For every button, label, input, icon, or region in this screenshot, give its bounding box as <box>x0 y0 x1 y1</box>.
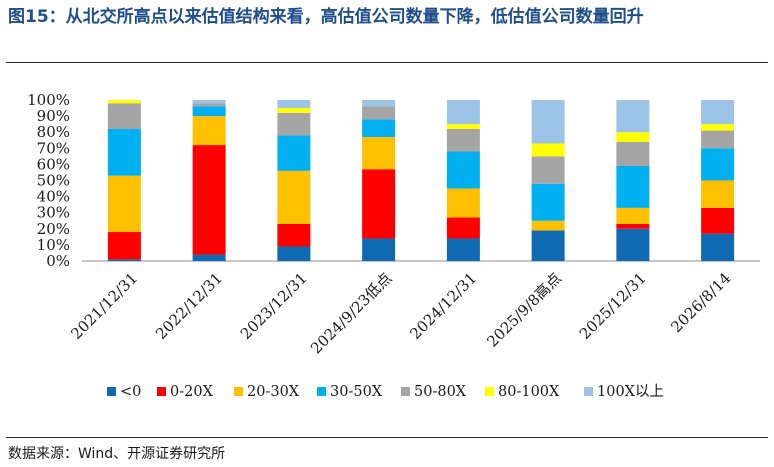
bar-segment <box>531 220 565 231</box>
legend-swatch <box>234 387 243 396</box>
bar-segment <box>362 100 396 107</box>
bar-segment <box>362 119 396 138</box>
y-tick-label: 30% <box>37 204 70 222</box>
bar-segment <box>192 116 226 146</box>
y-tick-label: 100% <box>27 91 70 109</box>
bar-segment <box>192 106 226 117</box>
legend-swatch <box>485 387 494 396</box>
bar-segment <box>277 108 311 113</box>
y-tick-label: 10% <box>37 236 70 254</box>
bar-segment <box>362 169 396 239</box>
bar-segment <box>701 233 735 261</box>
bar-segment <box>616 166 650 208</box>
bar-segment <box>616 207 650 224</box>
legend-label: 50-80X <box>414 384 467 400</box>
y-tick-label: 0% <box>46 252 70 270</box>
y-tick-label: 60% <box>37 155 70 173</box>
x-category-label: 2024/9/23低点 <box>307 269 395 357</box>
bar-segment <box>362 238 396 261</box>
bar-segment <box>362 106 396 120</box>
bar-segment <box>107 128 141 176</box>
bar-segment <box>616 228 650 261</box>
x-category-label: 2026/8/14 <box>667 269 734 336</box>
source-rule <box>6 437 768 438</box>
y-tick-label: 50% <box>37 172 70 190</box>
figure-title: 图15：从北交所高点以来估值结构来看，高估值公司数量下降，低估值公司数量回升 <box>8 7 644 27</box>
x-category-label: 2025/9/8高点 <box>483 269 565 351</box>
y-tick-label: 40% <box>37 188 70 206</box>
legend-label: <0 <box>120 384 141 400</box>
bar-segment <box>277 170 311 224</box>
legend-label: 80-100X <box>498 384 560 400</box>
y-tick-label: 20% <box>37 220 70 238</box>
bar-segment <box>277 246 311 261</box>
x-category-label: 2025/12/31 <box>576 269 650 343</box>
x-category-label: 2024/12/31 <box>406 269 480 343</box>
x-category-label: 2023/12/31 <box>237 269 311 343</box>
bar-segment <box>107 100 141 104</box>
bar-segment <box>531 183 565 221</box>
bar-segment <box>701 124 735 131</box>
bar-segment <box>701 180 735 208</box>
bar-segment <box>107 259 141 261</box>
legend-swatch <box>584 387 593 396</box>
y-tick-label: 90% <box>37 107 70 125</box>
bar-segment <box>616 100 650 133</box>
bar-segment <box>362 137 396 170</box>
bar-segment <box>107 103 141 129</box>
bar-segment <box>701 130 735 149</box>
bar-segment <box>107 232 141 260</box>
legend-swatch <box>107 387 116 396</box>
bar-segment <box>701 207 735 234</box>
y-tick-label: 70% <box>37 139 70 157</box>
bar-segment <box>446 124 480 129</box>
bar-segment <box>277 223 311 247</box>
bar-segment <box>701 100 735 125</box>
bar-segment <box>446 151 480 189</box>
bar-segment <box>277 100 311 109</box>
source-note: 数据来源：Wind、开源证券研究所 <box>8 446 226 462</box>
legend-label: 30-50X <box>330 384 383 400</box>
bar-segment <box>277 135 311 171</box>
bar-segment <box>446 128 480 152</box>
bar-segment <box>446 217 480 239</box>
bar-segment <box>701 148 735 181</box>
bar-segment <box>192 103 226 107</box>
y-tick-label: 80% <box>37 123 70 141</box>
legend-label: 20-30X <box>247 384 300 400</box>
legend-swatch <box>317 387 326 396</box>
bar-segment <box>107 175 141 233</box>
bar-segment <box>446 188 480 218</box>
bar-segment <box>192 145 226 255</box>
title-rule <box>6 62 768 63</box>
bar-segment <box>616 141 650 167</box>
bar-segment <box>192 254 226 261</box>
bar-segment <box>531 156 565 184</box>
legend-label: 0-20X <box>170 384 214 400</box>
bar-segment <box>277 112 311 136</box>
bar-segment <box>616 223 650 229</box>
legend-swatch <box>157 387 166 396</box>
legend-label: 100X以上 <box>597 383 664 400</box>
legend-swatch <box>401 387 410 396</box>
bar-segment <box>531 230 565 261</box>
bar-segment <box>192 100 226 104</box>
x-category-label: 2022/12/31 <box>152 269 226 343</box>
bar-segment <box>531 143 565 157</box>
bar-segment <box>446 238 480 261</box>
x-category-label: 2021/12/31 <box>67 269 141 343</box>
bar-segment <box>446 100 480 125</box>
bar-segment <box>616 132 650 142</box>
bar-segment <box>531 100 565 144</box>
